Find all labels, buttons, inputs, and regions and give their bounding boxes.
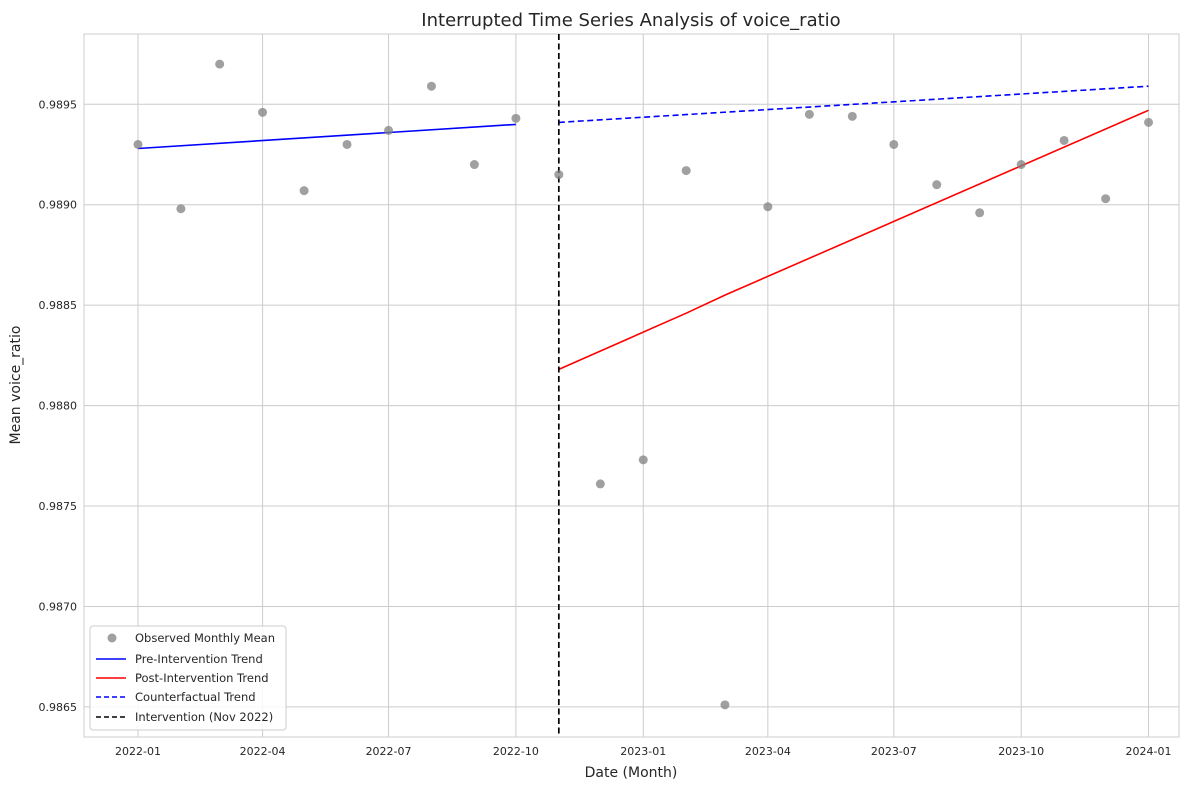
observed-point [554,170,564,180]
observed-point [258,107,268,117]
x-tick-label: 2023-10 [998,745,1044,758]
legend: Observed Monthly Mean Pre-Intervention T… [89,625,287,731]
observed-point [804,109,814,119]
observed-point [215,59,225,69]
x-tick-label: 2023-07 [871,745,917,758]
observed-point [133,139,143,149]
y-tick-labels: 0.9865 0.9870 0.9875 0.9880 0.9885 0.9890 0.98… [39,98,78,714]
x-tick-label: 2022-01 [115,745,161,758]
observed-point [595,479,605,489]
y-tick-label: 0.9875 [39,500,78,513]
legend-label-pre-trend: Pre-Intervention Trend [135,652,263,666]
plot-area [84,34,1179,737]
observed-point [176,204,186,214]
x-tick-label: 2024-01 [1126,745,1172,758]
observed-point [299,186,309,196]
observed-point [511,113,521,123]
x-tick-label: 2022-04 [240,745,286,758]
x-axis-title: Date (Month) [585,765,678,781]
observed-point [384,125,394,135]
x-tick-label: 2022-07 [366,745,412,758]
legend-marker-observed [107,633,117,643]
post-intervention-trend-line [558,109,1149,371]
observed-point [847,111,857,121]
y-tick-label: 0.9885 [39,299,78,312]
observed-point [426,81,436,91]
x-tick-label: 2023-04 [745,745,791,758]
observed-point [1144,117,1154,127]
observed-point [681,166,691,176]
x-tick-labels: 2022-01 2022-04 2022-07 2022-10 2023-01 2023-… [115,745,1172,758]
legend-box [89,625,287,731]
y-tick-label: 0.9870 [39,600,78,613]
observed-point [1016,160,1026,170]
observed-point [342,139,352,149]
series-layer [133,34,1154,737]
pre-intervention-trend-line [137,123,516,150]
x-tick-label: 2023-01 [620,745,666,758]
y-tick-label: 0.9880 [39,400,78,413]
observed-point [932,180,942,190]
x-tick-label: 2022-10 [493,745,539,758]
y-tick-label: 0.9895 [39,98,78,111]
chart-title: Interrupted Time Series Analysis of voic… [421,10,840,31]
legend-label-counterfactual: Counterfactual Trend [135,690,256,704]
legend-label-intervention: Intervention (Nov 2022) [135,710,273,724]
counterfactual-trend-line [558,85,1149,124]
legend-label-post-trend: Post-Intervention Trend [135,671,269,685]
observed-point [720,700,730,710]
y-axis-title: Mean voice_ratio [8,326,24,445]
observed-point [889,139,899,149]
observed-point [469,160,479,170]
y-tick-label: 0.9865 [39,701,78,714]
grid-lines [84,34,1179,737]
observed-point [975,208,985,218]
observed-point [638,455,648,465]
observed-point [1101,194,1111,204]
observed-point [1059,135,1069,145]
legend-label-observed: Observed Monthly Mean [135,631,275,645]
y-tick-label: 0.9890 [39,199,78,212]
plot-frame [83,33,1180,738]
observed-point [763,202,773,212]
